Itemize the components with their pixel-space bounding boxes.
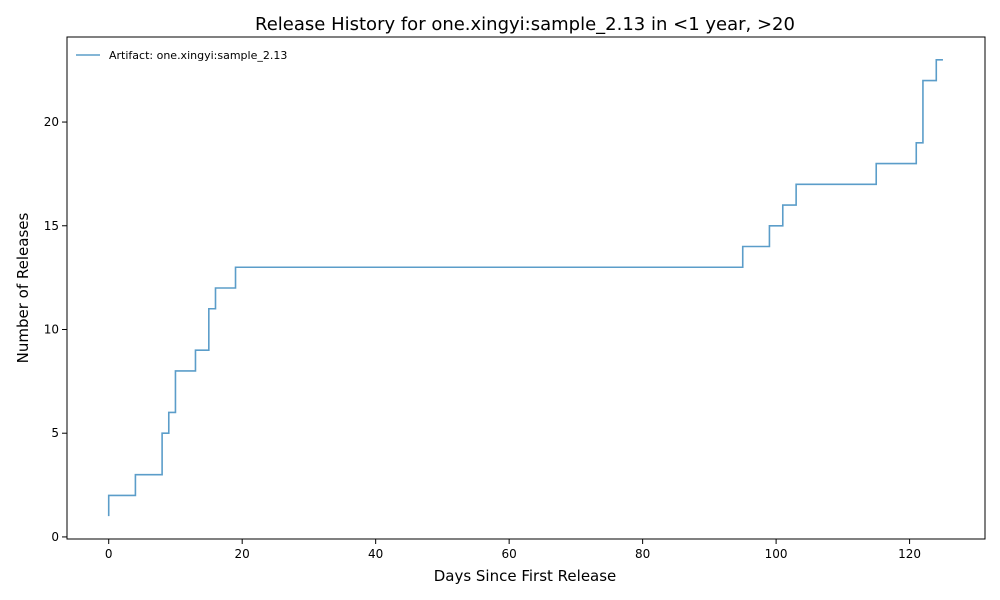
x-tick-label: 0 xyxy=(105,547,113,561)
y-axis: 0 5 10 15 20 xyxy=(44,115,67,544)
x-tick-label: 40 xyxy=(368,547,383,561)
x-axis-title: Days Since First Release xyxy=(434,567,617,585)
release-step-line xyxy=(107,59,943,517)
y-tick-label: 5 xyxy=(51,426,59,440)
y-tick-label: 10 xyxy=(44,322,59,336)
y-axis-title: Number of Releases xyxy=(14,212,32,363)
x-axis: 0 20 40 60 80 100 120 xyxy=(105,539,921,561)
x-tick-label: 100 xyxy=(765,547,788,561)
legend: Artifact: one.xingyi:sample_2.13 xyxy=(76,49,287,62)
plot-area xyxy=(66,36,986,540)
x-tick-label: 60 xyxy=(502,547,517,561)
x-tick-label: 80 xyxy=(635,547,650,561)
y-tick-label: 0 xyxy=(51,530,59,544)
x-tick-label: 20 xyxy=(235,547,250,561)
legend-label: Artifact: one.xingyi:sample_2.13 xyxy=(109,49,287,62)
chart-title: Release History for one.xingyi:sample_2.… xyxy=(255,14,795,35)
x-tick-label: 120 xyxy=(898,547,921,561)
y-tick-label: 15 xyxy=(44,219,59,233)
y-tick-label: 20 xyxy=(44,115,59,129)
